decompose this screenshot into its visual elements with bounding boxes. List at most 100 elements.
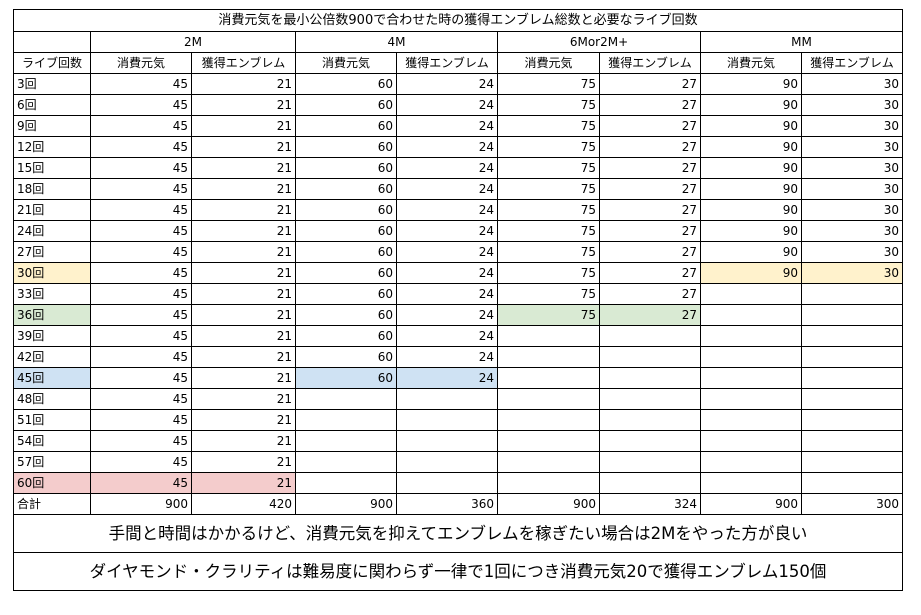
value-cell [700,304,802,326]
value-cell: 90 [700,262,802,284]
value-cell: 60 [295,136,397,158]
value-cell [801,283,903,305]
value-cell [700,451,802,473]
value-cell: 24 [396,304,498,326]
value-cell: 24 [396,157,498,179]
value-cell: 30 [801,73,903,95]
value-cell [801,451,903,473]
value-cell: 24 [396,220,498,242]
value-cell: 27 [599,115,701,137]
value-cell: 60 [295,283,397,305]
note-row: ダイヤモンド・クラリティは難易度に関わらず一律で1回につき消費元気20で獲得エン… [13,552,903,591]
live-count-cell: 9回 [13,115,91,137]
value-cell: 45 [90,220,192,242]
value-cell: 21 [191,136,296,158]
value-cell [801,472,903,494]
live-count-cell: 36回 [13,304,91,326]
value-cell: 90 [700,178,802,200]
live-count-cell: 60回 [13,472,91,494]
value-cell: 24 [396,325,498,347]
value-cell: 60 [295,241,397,263]
value-cell [396,451,498,473]
value-cell: 21 [191,94,296,116]
live-count-cell: 27回 [13,241,91,263]
value-cell: 30 [801,220,903,242]
value-cell: 21 [191,409,296,431]
value-cell: 30 [801,136,903,158]
value-cell: 30 [801,115,903,137]
value-cell [700,367,802,389]
value-cell: 75 [497,73,600,95]
table-row: 30回 45 21 60 24 75 27 90 30 [13,262,903,284]
value-cell: 27 [599,241,701,263]
group-header-2m: 2M [90,31,296,53]
value-cell: 45 [90,73,192,95]
value-cell: 21 [191,157,296,179]
value-cell: 21 [191,283,296,305]
value-cell [599,367,701,389]
table-row: 18回 45 21 60 24 75 27 90 30 [13,178,903,200]
value-cell: 21 [191,304,296,326]
table-row: 57回 45 21 [13,451,903,473]
value-cell: 60 [295,220,397,242]
value-cell: 75 [497,157,600,179]
table-row: 48回 45 21 [13,388,903,410]
value-cell [497,451,600,473]
note-row: 手間と時間はかかるけど、消費元気を抑えてエンブレムを稼ぎたい場合は2Mをやった方… [13,514,903,553]
value-cell: 60 [295,262,397,284]
value-cell [599,451,701,473]
live-count-cell: 45回 [13,367,91,389]
value-cell [700,472,802,494]
value-cell [599,346,701,368]
value-cell: 45 [90,283,192,305]
live-count-cell: 12回 [13,136,91,158]
value-cell: 45 [90,325,192,347]
value-cell: 30 [801,199,903,221]
value-cell: 21 [191,451,296,473]
live-count-cell: 18回 [13,178,91,200]
note-text: ダイヤモンド・クラリティは難易度に関わらず一律で1回につき消費元気20で獲得エン… [13,552,903,591]
table-row: 21回 45 21 60 24 75 27 90 30 [13,199,903,221]
value-cell: 75 [497,241,600,263]
value-cell: 90 [700,73,802,95]
value-cell: 24 [396,367,498,389]
value-cell: 21 [191,73,296,95]
value-cell: 27 [599,136,701,158]
value-cell: 90 [700,241,802,263]
table-row: 9回 45 21 60 24 75 27 90 30 [13,115,903,137]
value-cell: 27 [599,157,701,179]
value-cell: 30 [801,157,903,179]
value-cell: 27 [599,73,701,95]
live-count-cell: 21回 [13,199,91,221]
emblem-header: 獲得エンブレム [396,52,498,74]
total-value: 360 [396,493,498,515]
value-cell: 21 [191,325,296,347]
live-count-cell: 48回 [13,388,91,410]
value-cell [599,472,701,494]
group-header-mm: MM [700,31,903,53]
live-count-cell: 3回 [13,73,91,95]
value-cell [599,409,701,431]
value-cell: 21 [191,262,296,284]
value-cell: 60 [295,178,397,200]
live-count-cell: 15回 [13,157,91,179]
total-value: 900 [90,493,192,515]
value-cell [599,325,701,347]
value-cell: 45 [90,388,192,410]
value-cell: 30 [801,178,903,200]
value-cell: 27 [599,94,701,116]
table-row: 60回 45 21 [13,472,903,494]
value-cell: 24 [396,178,498,200]
value-cell: 21 [191,220,296,242]
value-cell: 45 [90,472,192,494]
sub-header-row: ライブ回数 消費元気 獲得エンブレム 消費元気 獲得エンブレム 消費元気 獲得エ… [13,52,903,74]
value-cell: 24 [396,346,498,368]
value-cell: 45 [90,367,192,389]
table-row: 33回 45 21 60 24 75 27 [13,283,903,305]
value-cell: 30 [801,262,903,284]
value-cell: 60 [295,304,397,326]
value-cell: 75 [497,178,600,200]
value-cell [700,325,802,347]
value-cell: 90 [700,136,802,158]
value-cell: 21 [191,178,296,200]
